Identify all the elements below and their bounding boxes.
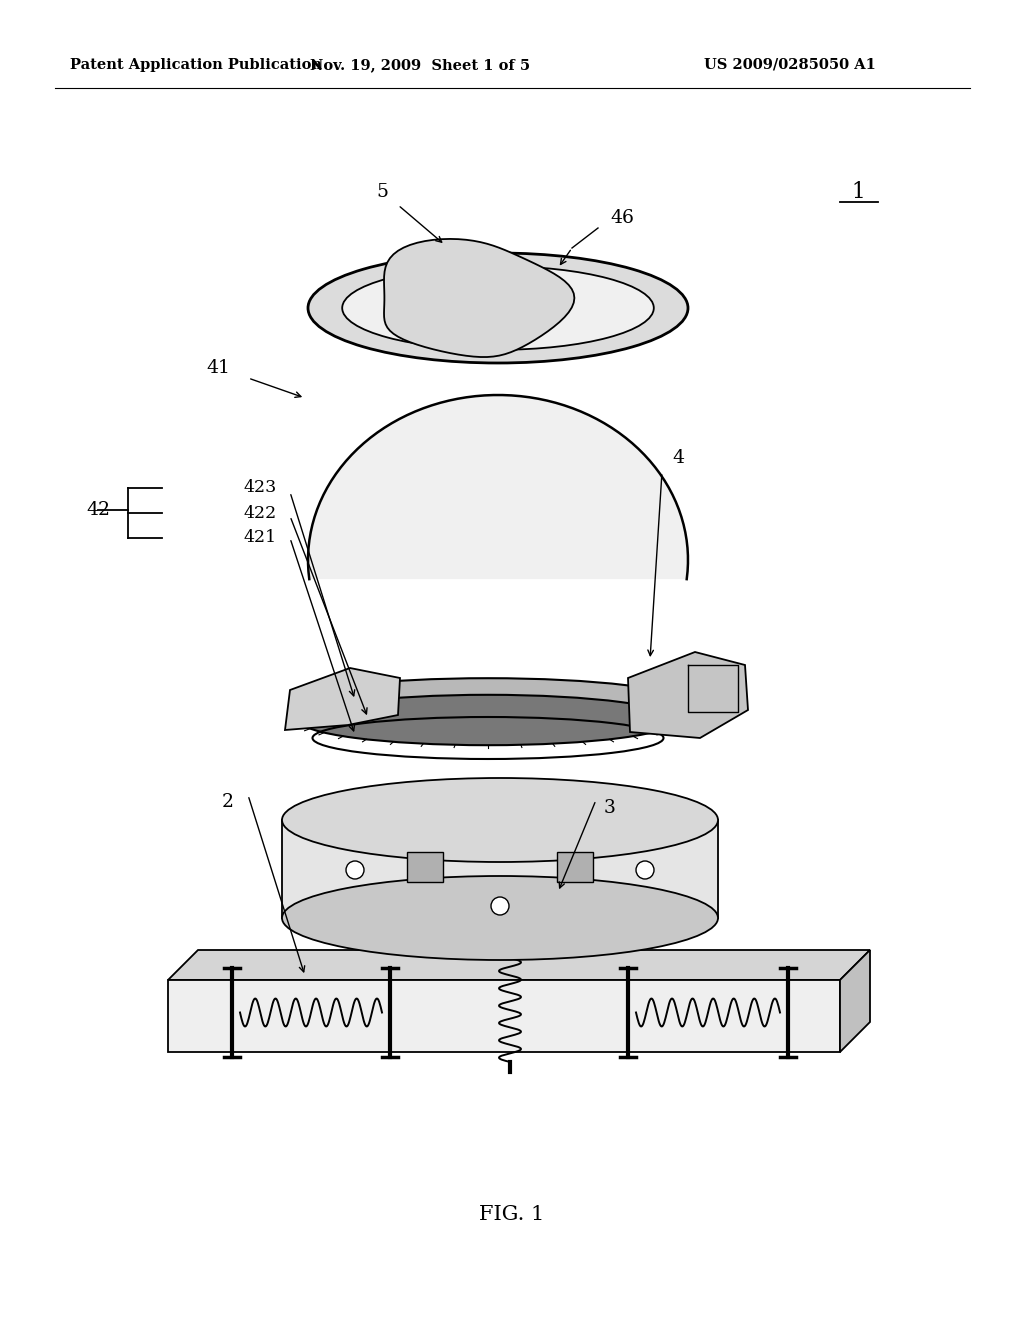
Ellipse shape [299,694,677,746]
Ellipse shape [342,267,653,350]
Text: Nov. 19, 2009  Sheet 1 of 5: Nov. 19, 2009 Sheet 1 of 5 [310,58,530,73]
Ellipse shape [282,876,718,960]
Text: 2: 2 [222,793,234,810]
Polygon shape [168,950,870,979]
Ellipse shape [293,678,683,726]
Polygon shape [308,395,688,579]
Ellipse shape [346,861,364,879]
Text: 422: 422 [244,504,276,521]
Polygon shape [628,652,748,738]
Polygon shape [285,668,400,730]
Text: 421: 421 [244,529,276,546]
Text: 42: 42 [86,502,110,519]
Polygon shape [840,950,870,1052]
Ellipse shape [308,253,688,363]
Text: FIG. 1: FIG. 1 [479,1205,545,1225]
Polygon shape [557,851,593,882]
Text: 4: 4 [672,449,684,467]
Ellipse shape [282,777,718,862]
Text: 1: 1 [851,181,865,203]
Text: 423: 423 [244,479,276,496]
Ellipse shape [636,861,654,879]
Polygon shape [168,979,840,1052]
Text: 46: 46 [610,209,634,227]
Text: 3: 3 [604,799,616,817]
Text: 41: 41 [206,359,230,378]
Polygon shape [407,851,443,882]
Polygon shape [384,239,574,356]
Ellipse shape [490,898,509,915]
Text: 5: 5 [376,183,388,201]
Polygon shape [282,820,718,917]
Text: US 2009/0285050 A1: US 2009/0285050 A1 [705,58,876,73]
Text: Patent Application Publication: Patent Application Publication [70,58,322,73]
